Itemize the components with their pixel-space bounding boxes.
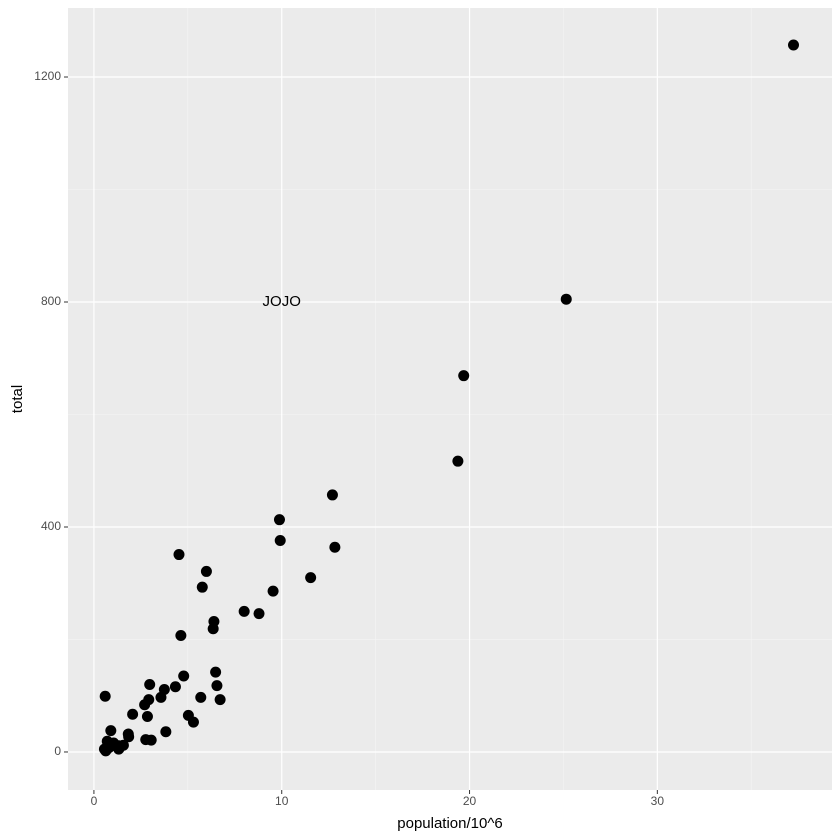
y-tick-label: 0 <box>54 744 61 758</box>
point <box>196 581 208 593</box>
point <box>127 708 139 720</box>
point <box>787 39 799 51</box>
annotation: JOJO <box>263 293 301 310</box>
point <box>207 623 219 635</box>
point <box>187 716 199 728</box>
x-tick-label: 30 <box>651 794 665 808</box>
point <box>305 572 317 584</box>
point <box>141 711 153 723</box>
point <box>329 541 341 553</box>
point <box>253 608 265 620</box>
marks <box>98 39 799 757</box>
panel <box>68 8 832 790</box>
y-tick-label: 1200 <box>34 69 61 83</box>
point <box>267 585 279 597</box>
point <box>160 726 172 738</box>
x-tick-label: 0 <box>91 794 98 808</box>
point <box>178 670 190 682</box>
y-tick-label: 800 <box>41 294 61 308</box>
point <box>560 293 572 305</box>
point <box>238 605 250 617</box>
y-tick-label: 400 <box>41 519 61 533</box>
point <box>144 678 156 690</box>
point <box>173 549 185 561</box>
point <box>175 630 187 642</box>
point <box>98 743 110 755</box>
y-axis-title: total <box>9 385 26 413</box>
point <box>211 680 223 692</box>
point <box>326 489 338 501</box>
point <box>105 725 117 737</box>
x-axis-title: population/10^6 <box>397 815 502 832</box>
point <box>273 514 285 526</box>
x-tick-label: 20 <box>463 794 477 808</box>
point <box>140 734 152 746</box>
grid <box>68 8 832 790</box>
point <box>274 534 286 546</box>
point <box>139 699 151 711</box>
point <box>452 455 464 467</box>
point <box>169 681 181 693</box>
point <box>210 666 222 678</box>
point <box>214 694 226 706</box>
x-tick-label: 10 <box>275 794 289 808</box>
point <box>200 565 212 577</box>
point <box>195 691 207 703</box>
point <box>458 370 470 382</box>
point <box>99 690 111 702</box>
point <box>123 731 135 743</box>
point <box>158 684 170 696</box>
